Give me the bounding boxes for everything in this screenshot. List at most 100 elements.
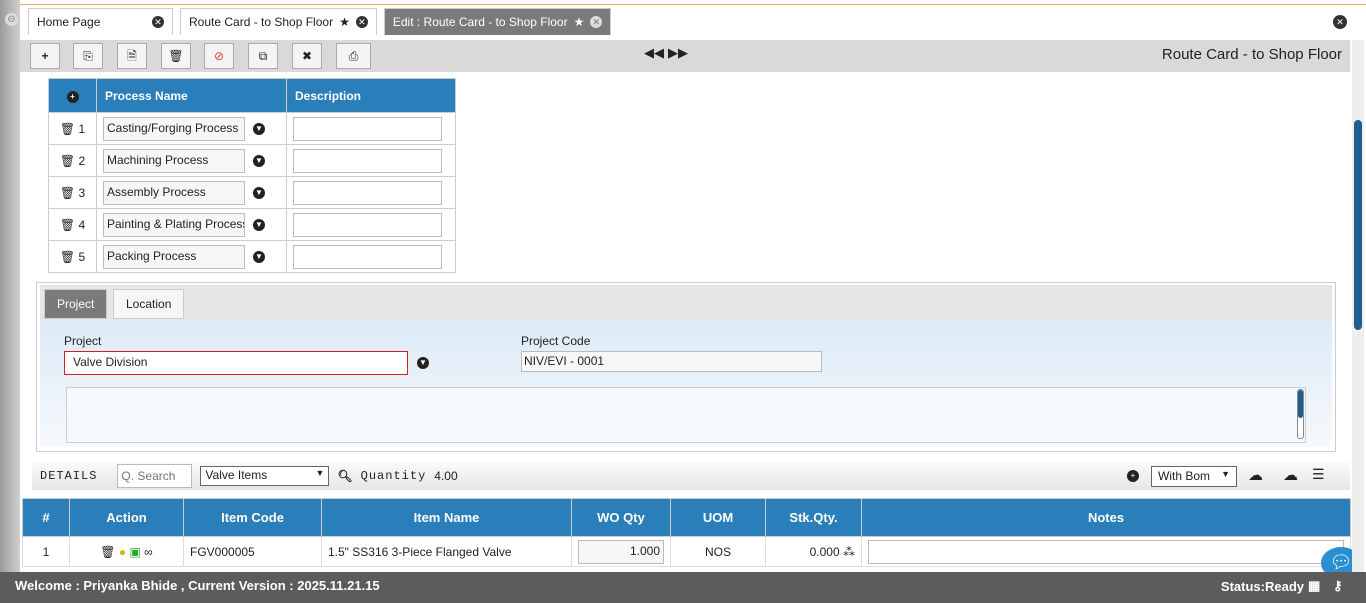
- process-name-input[interactable]: Packing Process: [103, 244, 245, 269]
- uom: NOS: [670, 536, 766, 567]
- welcome-text: Welcome : Priyanka Bhide , Current Versi…: [15, 578, 380, 593]
- cancel-button[interactable]: ⊘: [204, 43, 234, 69]
- bom-icon[interactable]: ▣: [129, 544, 141, 559]
- trash-icon[interactable]: 🗑: [59, 249, 76, 264]
- trash-icon[interactable]: 🗑: [59, 217, 76, 232]
- tab-edit-route-card[interactable]: Edit : Route Card - to Shop Floor ★ ✕: [383, 8, 612, 35]
- project-code-input: NIV/EVI - 0001: [521, 351, 822, 372]
- trash-icon[interactable]: 🗑: [59, 185, 76, 200]
- document-button[interactable]: 🗎: [117, 43, 147, 69]
- column-header: Description: [286, 78, 456, 113]
- project-input[interactable]: Valve Division: [64, 351, 408, 375]
- print-button[interactable]: ⎙: [336, 43, 371, 69]
- description-input[interactable]: [293, 212, 442, 237]
- tab-label: Edit : Route Card - to Shop Floor: [392, 15, 568, 29]
- tab-project[interactable]: Project: [44, 289, 108, 319]
- trash-icon[interactable]: 🗑: [59, 121, 76, 136]
- row-number: 3: [78, 185, 86, 200]
- description-input[interactable]: [293, 116, 442, 141]
- chevron-down-icon[interactable]: ▼: [253, 250, 265, 263]
- column-header: UOM: [670, 498, 766, 537]
- link-icon[interactable]: ∞: [144, 544, 153, 559]
- next-record-icon[interactable]: ▶▶: [668, 45, 688, 60]
- close-icon[interactable]: ✕: [590, 16, 603, 28]
- column-header: Notes: [861, 498, 1351, 537]
- star-icon[interactable]: ★: [339, 15, 350, 29]
- notes-input[interactable]: [868, 539, 1344, 564]
- close-icon[interactable]: ✕: [355, 16, 368, 28]
- item-code: FGV000005: [183, 536, 322, 567]
- add-button[interactable]: +: [30, 43, 60, 69]
- panel-tabs: [40, 285, 1332, 319]
- process-name-input[interactable]: Casting/Forging Process: [103, 116, 245, 141]
- description-input[interactable]: [293, 148, 442, 173]
- add-circle-icon[interactable]: +: [1127, 470, 1139, 482]
- key-icon[interactable]: ⚷: [1333, 578, 1343, 593]
- details-grid: # Action Item Code Item Name WO Qty UOM Stk.Qt…: [22, 498, 1351, 567]
- process-row: 🗑 5 Packing Process ▼: [48, 240, 456, 273]
- search-icon[interactable]: 🔍︎: [337, 469, 353, 483]
- details-label: DETAILS: [40, 469, 98, 483]
- table-row: 1 🗑 ● ▣ ∞ FGV000005 1.5" SS316 3-Piece Flan…: [22, 536, 1351, 567]
- cloud-download-icon[interactable]: ☁: [1248, 467, 1263, 484]
- delete-button[interactable]: 🗑: [161, 43, 191, 69]
- chevron-down-icon[interactable]: ▼: [253, 186, 265, 199]
- notes-textarea[interactable]: [66, 387, 1306, 443]
- column-header: #: [22, 498, 70, 537]
- process-name-input[interactable]: Machining Process: [103, 148, 245, 173]
- cloud-upload-icon[interactable]: ☁: [1283, 467, 1298, 484]
- description-input[interactable]: [293, 244, 442, 269]
- close-icon[interactable]: ✕: [152, 16, 164, 28]
- row-number: 1: [22, 536, 70, 567]
- description-input[interactable]: [293, 180, 442, 205]
- page-scrollbar[interactable]: [1352, 40, 1364, 572]
- textarea-scrollbar[interactable]: [1297, 389, 1304, 439]
- chevron-down-icon[interactable]: ▼: [253, 122, 265, 135]
- list-icon[interactable]: ☰: [1312, 466, 1325, 482]
- category-select[interactable]: Valve Items ▼: [200, 466, 330, 486]
- trash-icon[interactable]: 🗑: [100, 544, 116, 559]
- process-row: 🗑 4 Painting & Plating Process ▼: [48, 208, 456, 241]
- tab-route-card[interactable]: Route Card - to Shop Floor ★ ✕: [180, 8, 377, 35]
- cancel-icon[interactable]: ●: [118, 544, 127, 559]
- close-all-icon[interactable]: ✕: [1333, 15, 1347, 29]
- tab-label: Home Page: [37, 15, 101, 29]
- calculator-icon[interactable]: ▦: [1308, 578, 1321, 593]
- bom-select[interactable]: With Bom ▼: [1151, 466, 1237, 487]
- chevron-down-icon[interactable]: ▼: [253, 218, 265, 231]
- process-name-input[interactable]: Painting & Plating Process: [103, 212, 245, 237]
- star-icon[interactable]: ★: [573, 15, 585, 29]
- project-code-label: Project Code: [521, 334, 591, 348]
- details-controls: DETAILS Valve Items▼ 🔍︎ Quantity 4.00: [40, 464, 458, 488]
- chevron-down-icon[interactable]: ▼: [417, 357, 429, 369]
- stock-qty: 0.000: [809, 544, 840, 559]
- process-row: 🗑 1 Casting/Forging Process ▼: [48, 112, 456, 145]
- divider: [20, 4, 1366, 5]
- wo-qty-input[interactable]: 1.000: [578, 539, 664, 564]
- add-row-icon[interactable]: +: [66, 91, 79, 103]
- process-name-input[interactable]: Assembly Process: [103, 180, 245, 205]
- row-number: 4: [78, 217, 86, 232]
- close-button[interactable]: ✖: [292, 43, 322, 69]
- column-header: WO Qty: [571, 498, 671, 537]
- quantity-value: 4.00: [434, 469, 458, 483]
- tab-home[interactable]: Home Page ✕: [28, 8, 173, 35]
- collapse-icon[interactable]: ⊖: [5, 13, 18, 26]
- item-name: 1.5" SS316 3-Piece Flanged Valve: [321, 536, 572, 567]
- row-number: 5: [78, 249, 86, 264]
- duplicate-button[interactable]: ⧉: [248, 43, 278, 69]
- project-label: Project: [64, 334, 102, 348]
- status-bar: Welcome : Priyanka Bhide , Current Versi…: [0, 572, 1366, 603]
- prev-record-icon[interactable]: ◀◀: [644, 45, 664, 60]
- search-input[interactable]: [117, 464, 193, 488]
- side-collapse-strip[interactable]: [0, 0, 20, 572]
- column-header: Process Name: [96, 78, 287, 113]
- copy-button[interactable]: ⎘: [73, 43, 103, 69]
- column-header: Stk.Qty.: [765, 498, 862, 537]
- cubes-icon[interactable]: ⁂: [843, 544, 855, 559]
- row-number: 2: [78, 153, 86, 168]
- chevron-down-icon[interactable]: ▼: [253, 154, 265, 167]
- column-header: Action: [69, 498, 184, 537]
- trash-icon[interactable]: 🗑: [59, 153, 76, 168]
- tab-location[interactable]: Location: [113, 289, 185, 319]
